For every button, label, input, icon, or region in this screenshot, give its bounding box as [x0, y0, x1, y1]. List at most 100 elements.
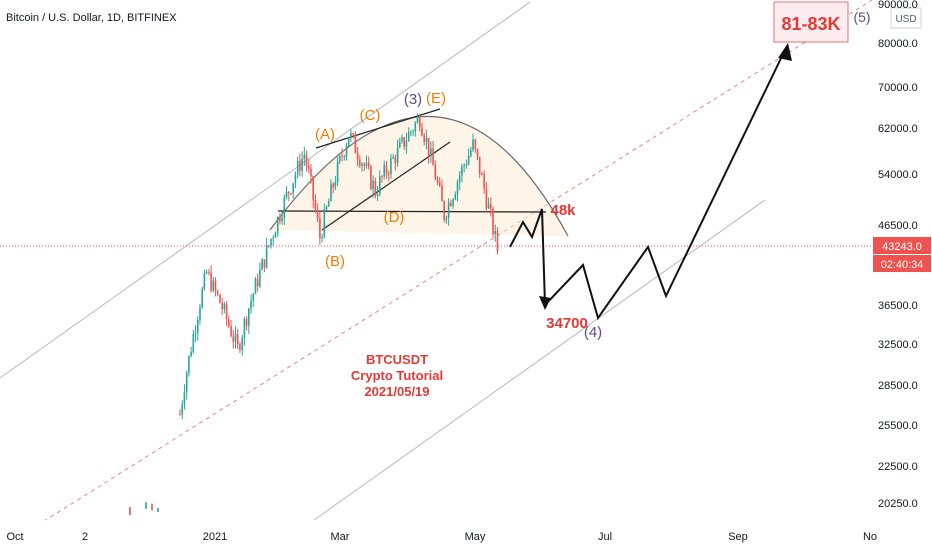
channel-midline-dashed [29, 0, 873, 531]
candle-body-98 [396, 147, 399, 164]
candle-body-26 [236, 334, 239, 345]
candle-body-67 [327, 201, 330, 207]
candle-body-70 [334, 182, 337, 188]
candle-body-126 [458, 175, 461, 183]
watermark-line-1: BTCUSDT [366, 352, 428, 367]
candle-body-3 [185, 372, 188, 393]
candle-body-59 [310, 169, 312, 177]
price-tick-0: 90000.0 [878, 0, 918, 11]
time-tick-labels: Oct 2 2021 Mar May Jul Sep No [6, 531, 877, 543]
candle-body-1 [181, 404, 183, 415]
candle-body-51 [292, 183, 294, 194]
level-48k-label: 48k [550, 202, 576, 219]
candle-body-24 [232, 336, 235, 342]
candle-body-134 [476, 149, 479, 157]
candle-body-34 [254, 279, 257, 294]
price-tick-3: 62000.0 [878, 123, 918, 135]
candle-body-118 [441, 185, 443, 202]
currency-badge[interactable] [890, 7, 922, 29]
candle-body-135 [478, 156, 481, 174]
candle-body-6 [192, 334, 195, 353]
candle-body-63 [319, 218, 321, 239]
candle-body-113 [430, 148, 432, 157]
last-price-label: 43243.0 [882, 241, 922, 253]
candle-body-0 [179, 414, 181, 416]
price-tick-10: 22500.0 [878, 461, 918, 473]
candle-body-92 [383, 165, 385, 177]
watermark-line-2: Crypto Tutorial [351, 368, 443, 383]
candle-body-108 [419, 117, 421, 128]
price-tick-4: 54000.0 [878, 169, 918, 181]
target-box[interactable] [773, 1, 849, 43]
candle-body-110 [423, 135, 425, 142]
candle-body-48 [285, 191, 288, 198]
candle-body-127 [461, 166, 463, 176]
candle-body-82 [361, 164, 363, 166]
candle-body-37 [261, 259, 263, 270]
candle-body-13 [208, 272, 210, 274]
time-tick-6: Sep [728, 531, 748, 543]
candle-body-31 [248, 308, 250, 326]
candle-body-106 [414, 122, 417, 132]
candle-body-75 [345, 146, 348, 157]
time-tick-4: May [465, 531, 486, 543]
candle-body-21 [225, 304, 228, 320]
chart-title: Bitcoin / U.S. Dollar, 1D, BITFINEX [6, 12, 177, 24]
candle-body-41 [270, 238, 272, 246]
candle-body-112 [427, 138, 430, 157]
candle-body-2 [183, 392, 186, 405]
level-34700-label: 34700 [546, 315, 588, 332]
candle-body-29 [243, 319, 246, 338]
candle-body-137 [483, 174, 485, 189]
time-axis[interactable]: Oct 2 2021 Mar May Jul Sep No [0, 520, 932, 550]
candle-body-65 [323, 209, 326, 238]
price-axis[interactable]: USD 90000.0 80000.0 70000.0 62000.0 54000.0 4… [872, 0, 932, 520]
candle-body-132 [472, 139, 474, 151]
candle-body-143 [496, 230, 499, 252]
candle-body-27 [239, 344, 241, 350]
candle-body-52 [294, 174, 297, 184]
time-tick-0: Oct [6, 531, 23, 543]
candle-body-117 [438, 182, 441, 186]
early-candle-1 [145, 502, 147, 509]
candle-body-66 [325, 206, 328, 209]
candle-body-99 [399, 141, 401, 148]
candle-body-69 [332, 183, 334, 188]
candle-body-18 [219, 294, 221, 303]
candle-body-62 [316, 209, 319, 219]
wave-e-label: (E) [426, 90, 446, 107]
candle-body-85 [367, 162, 370, 167]
candle-body-72 [339, 155, 341, 162]
candle-body-95 [390, 158, 392, 174]
last-price-badge [873, 237, 931, 254]
candle-body-55 [301, 158, 303, 171]
price-tick-2: 70000.0 [878, 82, 918, 94]
wave-d-label: (D) [384, 209, 405, 226]
candle-body-101 [403, 137, 405, 147]
candle-body-89 [376, 194, 379, 196]
wave-5-label: (5) [853, 9, 870, 25]
candle-body-46 [281, 217, 283, 222]
wave-a-label: (A) [315, 126, 335, 143]
time-tick-1: 2 [82, 531, 88, 543]
time-tick-3: Mar [331, 531, 350, 543]
candle-body-107 [416, 117, 419, 123]
candle-body-43 [274, 233, 277, 238]
candle-body-40 [268, 245, 270, 247]
candle-body-36 [259, 269, 261, 287]
price-tick-11: 20250.0 [878, 498, 918, 510]
plot-background [0, 0, 872, 520]
candle-body-102 [405, 141, 408, 147]
candle-body-74 [343, 156, 346, 158]
candle-body-39 [265, 245, 268, 268]
early-candle-2 [151, 503, 153, 511]
candle-body-10 [201, 288, 203, 308]
countdown-badge [873, 255, 931, 272]
arrowhead-down [539, 296, 551, 310]
projected-wave-path [509, 49, 786, 321]
candle-body-58 [308, 165, 310, 170]
candle-body-56 [303, 154, 306, 159]
ascending-channel [0, 1, 766, 531]
